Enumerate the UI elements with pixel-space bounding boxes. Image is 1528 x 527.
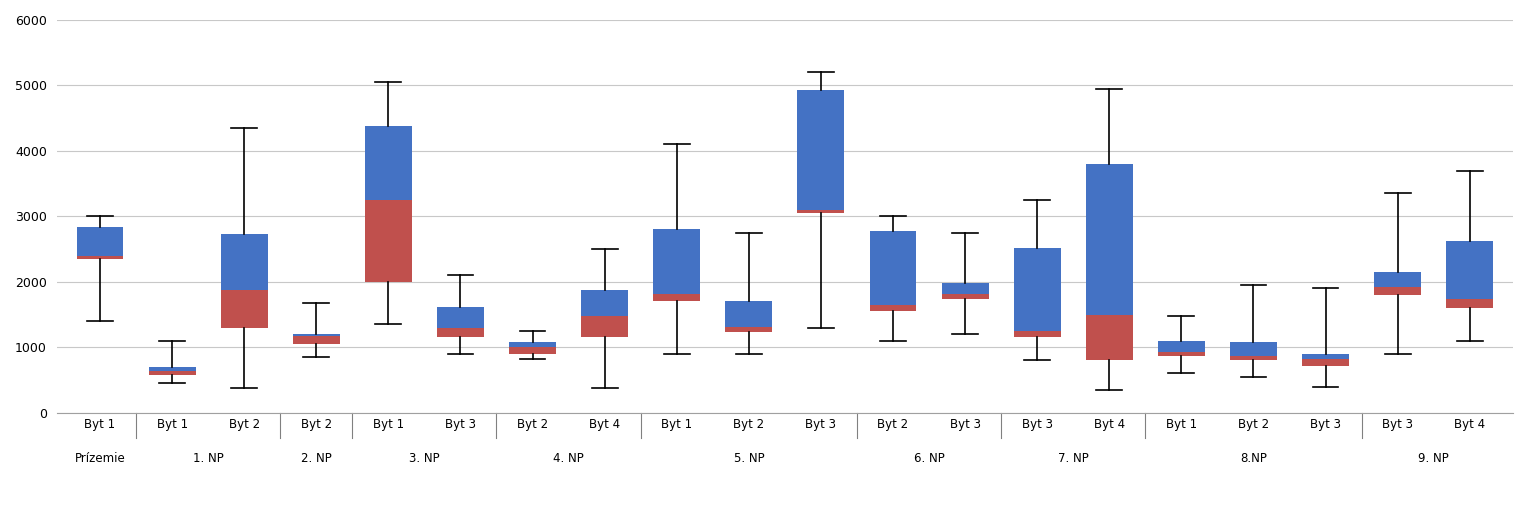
Bar [798, 90, 845, 210]
Bar [293, 336, 339, 344]
Bar [437, 328, 484, 337]
Bar [365, 200, 411, 282]
Text: 3. NP: 3. NP [410, 452, 440, 465]
Text: 2. NP: 2. NP [301, 452, 332, 465]
Bar [726, 301, 772, 327]
Text: 6. NP: 6. NP [914, 452, 944, 465]
Bar [1086, 164, 1132, 315]
Bar [1158, 352, 1204, 356]
Bar [509, 347, 556, 354]
Bar [1374, 287, 1421, 295]
Bar [726, 327, 772, 332]
Text: 8.NP: 8.NP [1241, 452, 1267, 465]
Bar [148, 367, 196, 372]
Bar [293, 334, 339, 336]
Bar [581, 317, 628, 337]
Bar [798, 210, 845, 213]
Text: 9. NP: 9. NP [1418, 452, 1449, 465]
Bar [220, 290, 267, 328]
Bar [365, 126, 411, 200]
Bar [1013, 248, 1060, 331]
Bar [869, 305, 917, 311]
Bar [76, 228, 124, 256]
Bar [1230, 356, 1277, 360]
Bar [654, 229, 700, 294]
Bar [1230, 342, 1277, 356]
Bar [1302, 354, 1349, 359]
Text: 1. NP: 1. NP [193, 452, 223, 465]
Bar [1374, 272, 1421, 287]
Bar [509, 342, 556, 347]
Text: 4. NP: 4. NP [553, 452, 584, 465]
Bar [1302, 359, 1349, 366]
Bar [941, 294, 989, 299]
Text: Prízemie: Prízemie [75, 452, 125, 465]
Bar [869, 231, 917, 305]
Bar [220, 234, 267, 290]
Text: 5. NP: 5. NP [733, 452, 764, 465]
Bar [437, 307, 484, 328]
Bar [1013, 331, 1060, 337]
Text: 7. NP: 7. NP [1057, 452, 1088, 465]
Bar [1447, 299, 1493, 308]
Bar [1447, 241, 1493, 299]
Bar [76, 256, 124, 259]
Bar [148, 372, 196, 375]
Bar [1086, 315, 1132, 360]
Bar [941, 283, 989, 294]
Bar [581, 290, 628, 317]
Bar [654, 294, 700, 301]
Bar [1158, 340, 1204, 352]
